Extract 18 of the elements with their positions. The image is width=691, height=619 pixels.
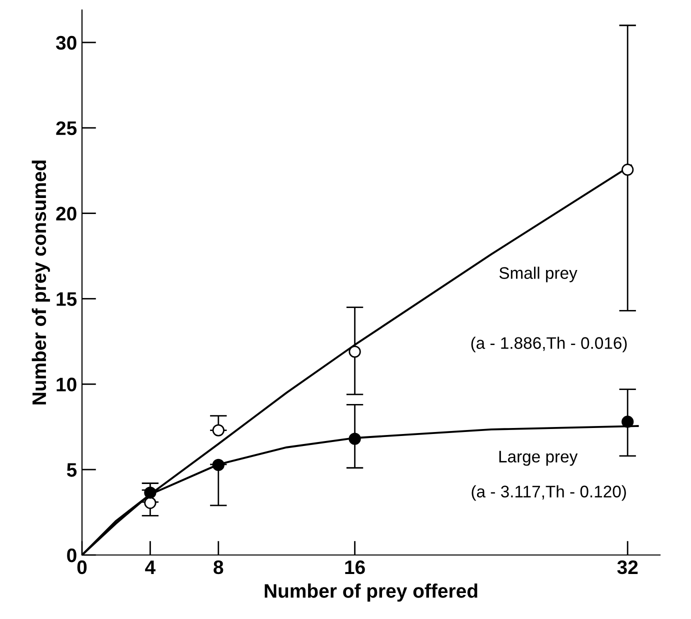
x-axis-title: Number of prey offered <box>264 584 478 602</box>
y-tick-label: 25 <box>56 121 77 136</box>
y-tick-label: 20 <box>56 206 76 221</box>
y-tick-label: 10 <box>56 378 76 392</box>
annotation: (a - 1.886,Th - 0.016) <box>471 336 627 352</box>
y-tick-label: 15 <box>56 292 77 306</box>
x-tick-label: 16 <box>345 560 365 574</box>
y-tick-label: 30 <box>56 36 76 50</box>
x-tick-label: 4 <box>145 560 156 574</box>
x-tick-label: 0 <box>77 560 87 574</box>
y-tick-label: 0 <box>67 548 76 562</box>
x-tick-label: 8 <box>214 560 224 574</box>
series-label: Small prey <box>499 266 578 282</box>
x-tick-label: 32 <box>617 560 638 574</box>
series-label: Large prey <box>499 450 578 466</box>
y-tick-label: 5 <box>66 463 77 477</box>
y-axis-title: Number of prey consumed <box>32 160 50 404</box>
annotation: (a - 3.117,Th - 0.120) <box>472 485 626 501</box>
